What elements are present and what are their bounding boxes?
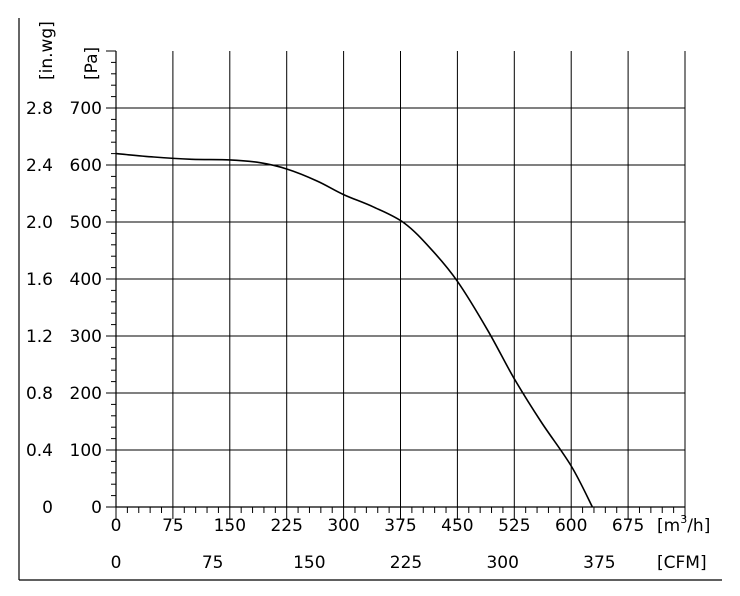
x-m3h-tick-label: 0: [111, 516, 122, 536]
y-axis-inwg-unit-label: [in.wg]: [37, 21, 57, 80]
x-axis-cfm-tick-labels: 0 75 150 225 300 375: [111, 553, 616, 573]
x-axis-m3h-unit-label: [m3/h]: [657, 513, 710, 536]
x-axis-m3h-tick-labels: 0 75 150 225 300 375 450 525 600 675: [111, 516, 645, 536]
x-m3h-tick-label: 300: [327, 516, 359, 536]
y-inwg-tick-label: 1.2: [26, 327, 53, 347]
y-pa-tick-label: 400: [70, 270, 102, 290]
pressure-flow-curve: [115, 152, 594, 508]
x-unit-tail: /h]: [687, 516, 710, 536]
x-m3h-tick-label: 675: [612, 516, 644, 536]
y-inwg-tick-label: 0.4: [26, 441, 53, 461]
x-m3h-tick-label: 150: [214, 516, 246, 536]
x-cfm-tick-label: 150: [293, 553, 325, 573]
y-inwg-tick-label: 0.8: [26, 384, 53, 404]
x-unit-base: [m: [657, 516, 680, 536]
x-cfm-tick-label: 0: [111, 553, 122, 573]
y-axis-pa-unit-label: [Pa]: [82, 47, 102, 80]
y-pa-tick-label: 300: [70, 327, 102, 347]
y-axis-inwg-tick-labels: 0 0.4 0.8 1.2 1.6 2.0 2.4 2.8: [26, 99, 53, 518]
x-cfm-tick-label: 225: [390, 553, 422, 573]
y-inwg-tick-label: 1.6: [26, 270, 53, 290]
x-cfm-tick-label: 75: [202, 553, 224, 573]
y-inwg-tick-label: 2.4: [26, 156, 53, 176]
y-inwg-tick-label: 0: [42, 498, 53, 518]
x-m3h-tick-label: 450: [441, 516, 473, 536]
x-m3h-tick-label: 600: [555, 516, 587, 536]
x-m3h-tick-label: 525: [498, 516, 530, 536]
x-cfm-tick-label: 300: [486, 553, 518, 573]
grid-lines: [116, 51, 686, 507]
y-inwg-tick-label: 2.8: [26, 99, 53, 119]
y-pa-tick-label: 600: [70, 156, 102, 176]
y-pa-tick-label: 700: [70, 99, 102, 119]
y-pa-tick-label: 200: [70, 384, 102, 404]
x-axis-cfm-unit-label: [CFM]: [657, 553, 707, 573]
y-axis-pa-tick-labels: 0 100 200 300 400 500 600 700: [70, 99, 102, 518]
y-inwg-tick-label: 2.0: [26, 213, 53, 233]
x-m3h-tick-label: 375: [384, 516, 416, 536]
x-m3h-tick-label: 75: [162, 516, 184, 536]
y-pa-tick-label: 100: [70, 441, 102, 461]
y-pa-tick-label: 500: [70, 213, 102, 233]
minor-ticks: [106, 50, 686, 519]
x-cfm-tick-label: 375: [583, 553, 615, 573]
y-pa-tick-label: 0: [91, 498, 102, 518]
x-unit-sup: 3: [680, 513, 687, 526]
x-m3h-tick-label: 225: [270, 516, 302, 536]
